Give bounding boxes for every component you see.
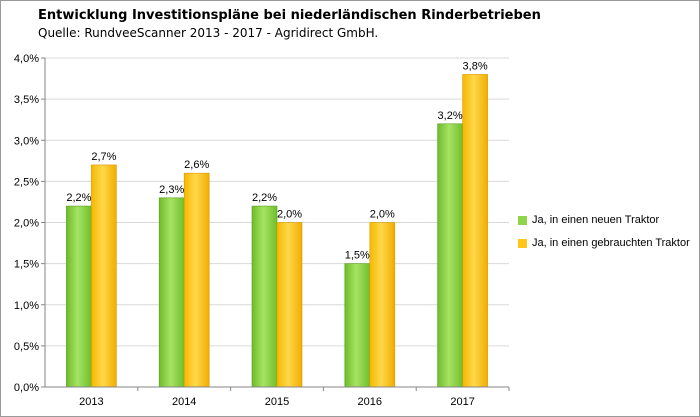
bar-used-2015: [276, 222, 303, 388]
y-tick-label: 0,0%: [14, 382, 39, 394]
data-label: 2,6%: [184, 159, 209, 171]
bar-used-2016: [369, 222, 396, 388]
legend-item-used-tractor: Ja, in einen gebrauchten Traktor: [518, 237, 690, 249]
data-label: 2,0%: [370, 209, 395, 221]
x-tick-label: 2015: [265, 396, 289, 408]
data-label: 2,2%: [66, 192, 91, 204]
x-tick-label: 2016: [358, 396, 382, 408]
data-labels: 2,2%2,7%2,3%2,6%2,2%2,0%1,5%2,0%3,2%3,8%: [66, 60, 487, 261]
data-label: 3,2%: [438, 110, 463, 122]
data-label: 2,0%: [277, 209, 302, 221]
y-tick-label: 2,0%: [14, 218, 39, 230]
data-label: 2,2%: [252, 192, 277, 204]
axes: 0,0% 0,5% 1,0% 1,5% 2,0% 2,5% 3,0% 3,5% 4,0% 2013…: [14, 53, 510, 408]
bar-new-2017: [437, 123, 463, 388]
bar-used-2013: [91, 164, 117, 388]
bar-used-2017: [462, 74, 488, 388]
data-label: 1,5%: [345, 250, 370, 262]
legend-swatch-used: [518, 238, 527, 248]
chart-subtitle: Quelle: RundveeScanner 2013 - 2017 - Agr…: [38, 26, 379, 40]
data-label: 3,8%: [463, 60, 488, 72]
bar-new-2016: [344, 263, 371, 388]
legend-swatch-new: [518, 215, 527, 225]
y-tick-label: 3,0%: [14, 135, 39, 147]
y-tick-label: 1,5%: [14, 259, 39, 271]
y-tick-label: 3,5%: [14, 94, 39, 106]
bar-new-2014: [158, 197, 185, 388]
x-tick-label: 2013: [79, 396, 103, 408]
chart-title: Entwicklung Investitionspläne bei nieder…: [38, 8, 541, 23]
legend-label-new: Ja, in einen neuen Traktor: [532, 214, 660, 226]
legend-label-used: Ja, in einen gebrauchten Traktor: [532, 237, 690, 249]
data-label: 2,7%: [91, 151, 116, 163]
legend-item-new-tractor: Ja, in einen neuen Traktor: [518, 214, 659, 226]
x-tick-label: 2017: [450, 396, 474, 408]
bars: [66, 74, 488, 388]
y-tick-label: 2,5%: [14, 176, 39, 188]
y-tick-label: 4,0%: [14, 53, 39, 65]
bar-new-2015: [251, 205, 278, 388]
bar-used-2014: [183, 172, 210, 388]
bar-new-2013: [66, 205, 92, 388]
y-tick-label: 0,5%: [14, 341, 39, 353]
data-label: 2,3%: [159, 184, 184, 196]
y-tick-label: 1,0%: [14, 300, 39, 312]
x-tick-label: 2014: [172, 396, 196, 408]
